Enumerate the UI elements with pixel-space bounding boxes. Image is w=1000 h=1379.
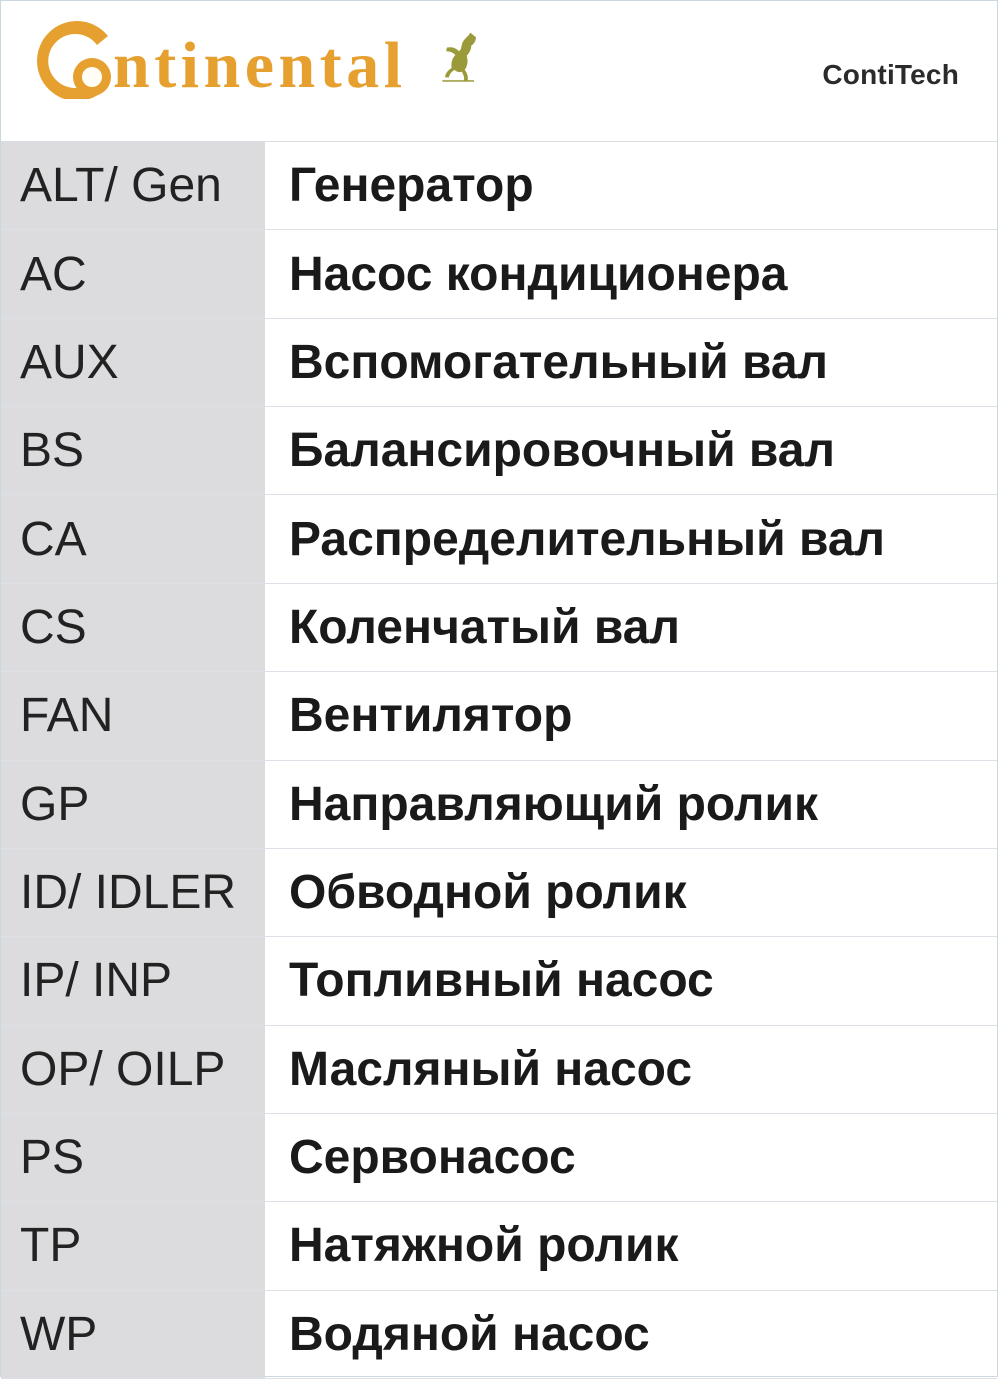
svg-text:ntinental: ntinental <box>113 29 407 99</box>
